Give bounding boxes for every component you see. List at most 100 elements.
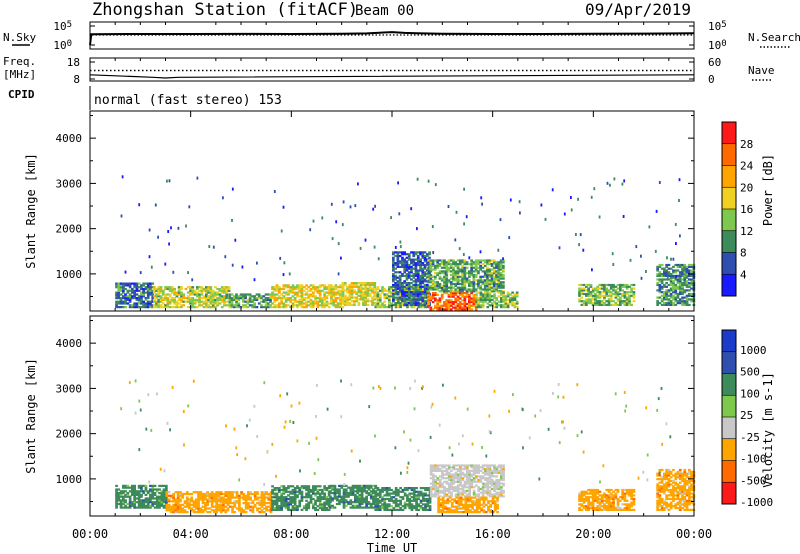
heatmap-cell xyxy=(455,511,459,514)
heatmap-cell xyxy=(133,490,136,493)
heatmap-cell xyxy=(432,468,435,471)
heatmap-cell xyxy=(262,507,266,510)
heatmap-cell xyxy=(225,297,229,300)
heatmap-cell xyxy=(428,505,432,508)
heatmap-cell xyxy=(497,480,501,483)
heatmap-cell xyxy=(628,302,631,305)
heatmap-cell xyxy=(131,287,134,291)
heatmap-cell xyxy=(362,292,365,296)
heatmap-cell xyxy=(115,502,118,506)
heatmap-cell xyxy=(197,503,200,506)
heatmap-cell xyxy=(273,289,277,292)
heatmap-cell xyxy=(658,181,661,184)
heatmap-cell xyxy=(323,304,326,307)
heatmap-cell xyxy=(459,503,463,506)
heatmap-cell xyxy=(293,497,297,501)
heatmap-cell xyxy=(502,491,505,494)
heatmap-cell xyxy=(325,496,329,499)
heatmap-cell xyxy=(378,295,382,298)
heatmap-cell xyxy=(312,286,315,289)
heatmap-cell xyxy=(330,295,333,298)
heatmap-cell xyxy=(406,286,409,289)
heatmap-cell xyxy=(142,284,145,287)
heatmap-cell xyxy=(681,267,684,270)
heatmap-cell xyxy=(419,296,422,299)
heatmap-cell xyxy=(407,271,411,274)
heatmap-cell xyxy=(434,482,437,485)
heatmap-cell xyxy=(191,297,195,300)
heatmap-cell xyxy=(360,484,364,487)
heatmap-cell xyxy=(436,264,439,267)
heatmap-cell xyxy=(350,282,354,285)
heatmap-cell xyxy=(396,265,400,268)
heatmap-cell xyxy=(151,289,155,292)
heatmap-cell xyxy=(144,506,148,509)
heatmap-cell xyxy=(628,291,631,294)
heatmap-cell xyxy=(462,503,465,506)
heatmap-cell xyxy=(373,282,377,285)
heatmap-cell xyxy=(201,511,205,514)
heatmap-cell xyxy=(336,293,340,296)
heatmap-cell xyxy=(344,504,348,507)
heatmap-cell xyxy=(305,505,308,508)
heatmap-cell xyxy=(676,296,680,299)
heatmap-cell xyxy=(563,212,566,216)
heatmap-cell xyxy=(465,279,469,282)
heatmap-cell xyxy=(381,289,384,292)
heatmap-cell xyxy=(665,265,668,268)
heatmap-cell xyxy=(497,290,501,293)
heatmap-cell xyxy=(128,286,132,289)
heatmap-cell xyxy=(191,291,195,294)
heatmap-cell xyxy=(672,283,675,287)
heatmap-cell xyxy=(396,256,400,259)
heatmap-cell xyxy=(401,263,404,267)
heatmap-cell xyxy=(445,489,449,492)
heatmap-cell xyxy=(495,279,498,282)
heatmap-cell xyxy=(465,215,468,219)
heatmap-cell xyxy=(176,494,180,497)
heatmap-cell xyxy=(174,503,178,506)
heatmap-cell xyxy=(493,503,497,506)
heatmap-cell xyxy=(185,500,189,503)
heatmap-cell xyxy=(312,287,315,291)
heatmap-cell xyxy=(365,495,368,498)
heatmap-cell xyxy=(396,262,400,265)
heatmap-cell xyxy=(346,300,349,303)
heatmap-cell xyxy=(472,288,476,291)
station-title: Zhongshan Station (fitACF) xyxy=(92,0,358,20)
heatmap-cell xyxy=(515,293,519,296)
heatmap-cell xyxy=(407,287,411,290)
heatmap-cell xyxy=(302,306,306,309)
heatmap-cell xyxy=(414,263,418,267)
heatmap-cell xyxy=(412,254,416,258)
heatmap-cell xyxy=(490,272,494,275)
heatmap-cell xyxy=(275,487,279,490)
heatmap-cell xyxy=(416,300,420,303)
heatmap-cell xyxy=(421,262,425,265)
heatmap-cell xyxy=(578,294,581,297)
heatmap-cell xyxy=(298,488,302,492)
heatmap-cell xyxy=(146,499,150,502)
heatmap-cell xyxy=(381,507,384,510)
heatmap-cell xyxy=(438,259,442,262)
heatmap-cell xyxy=(267,505,271,508)
heatmap-cell xyxy=(350,303,354,306)
heatmap-cell xyxy=(490,290,494,293)
heatmap-cell xyxy=(155,287,158,291)
heatmap-cell xyxy=(408,505,412,508)
heatmap-cell xyxy=(690,269,693,272)
heatmap-cell xyxy=(122,284,125,287)
heatmap-cell xyxy=(200,289,204,292)
heatmap-cell xyxy=(660,300,664,303)
heatmap-cell xyxy=(117,282,121,285)
heatmap-cell xyxy=(135,297,139,300)
heatmap-cell xyxy=(351,506,355,509)
heatmap-cell xyxy=(383,297,387,300)
heatmap-cell xyxy=(410,300,413,303)
heatmap-cell xyxy=(207,297,210,300)
heatmap-cell xyxy=(443,308,446,311)
heatmap-cell xyxy=(273,487,277,490)
heatmap-cell xyxy=(499,218,502,222)
heatmap-cell xyxy=(459,473,462,476)
heatmap-cell xyxy=(502,471,505,474)
